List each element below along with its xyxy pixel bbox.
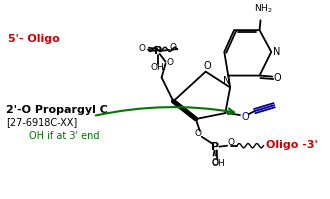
Text: P: P [212, 142, 219, 152]
Text: O: O [204, 61, 212, 71]
Text: OH if at 3' end: OH if at 3' end [29, 131, 100, 141]
Text: O: O [167, 58, 174, 67]
Text: O: O [241, 112, 249, 122]
Text: [27-6918C-XX]: [27-6918C-XX] [6, 117, 77, 127]
Text: OH: OH [151, 63, 165, 72]
Text: O: O [170, 43, 177, 52]
Text: O: O [139, 44, 146, 53]
Text: P: P [154, 46, 162, 56]
Text: O: O [194, 129, 201, 138]
Text: N: N [222, 75, 230, 86]
Text: OH: OH [212, 159, 225, 168]
Text: NH$_2$: NH$_2$ [254, 3, 273, 15]
Polygon shape [172, 100, 198, 119]
Text: O: O [212, 158, 219, 167]
Text: O: O [273, 73, 281, 83]
Text: 5'- Oligo: 5'- Oligo [8, 34, 60, 44]
Text: Oligo -3': Oligo -3' [266, 140, 318, 150]
Text: N: N [273, 47, 280, 57]
Text: O: O [228, 138, 235, 147]
Text: 2'-O Propargyl C: 2'-O Propargyl C [6, 105, 108, 115]
